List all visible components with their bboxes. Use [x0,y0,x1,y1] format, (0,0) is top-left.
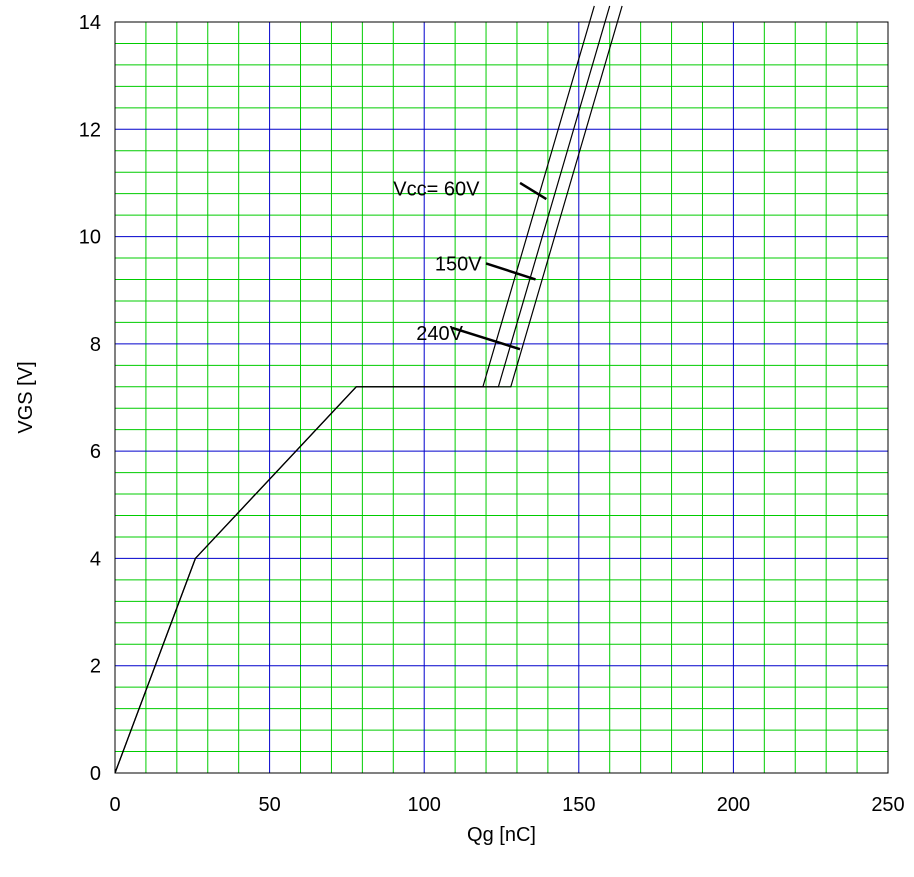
y-tick-label: 8 [90,334,101,356]
x-tick-label: 150 [562,794,595,816]
annotation-leader-2 [485,262,536,281]
annotation-layer: Vcc= 60V 150V 240V [393,178,547,351]
x-tick-label: 200 [717,794,750,816]
x-axis-title: Qg [nC] [467,824,536,846]
y-tick-label: 4 [90,548,101,570]
annotation-leader-3 [451,326,521,351]
x-tick-label: 250 [871,794,904,816]
minor-grid [115,22,888,773]
major-grid [114,21,889,774]
annotation-label-3: 240V [416,323,463,345]
x-tick-label: 50 [258,794,280,816]
y-tick-label: 6 [90,441,101,463]
y-tick-label: 14 [79,12,101,34]
y-tick-label: 0 [90,763,101,785]
y-axis-title: VGS [V] [15,361,37,433]
series-line-3 [114,5,623,774]
y-axis-ticks: 0 2 4 6 8 10 12 14 [79,12,101,785]
y-tick-label: 12 [79,119,101,141]
x-axis-ticks: 0 50 100 150 200 250 [109,794,904,816]
annotation-label-2: 150V [435,253,482,275]
x-tick-label: 0 [109,794,120,816]
series-layer [114,5,623,774]
y-tick-label: 2 [90,656,101,678]
annotation-leader-1 [519,181,547,201]
series-line-1 [114,5,595,774]
x-tick-label: 100 [408,794,441,816]
plot-frame [114,21,889,774]
y-tick-label: 10 [79,227,101,249]
annotation-label-1: Vcc= 60V [393,178,480,200]
